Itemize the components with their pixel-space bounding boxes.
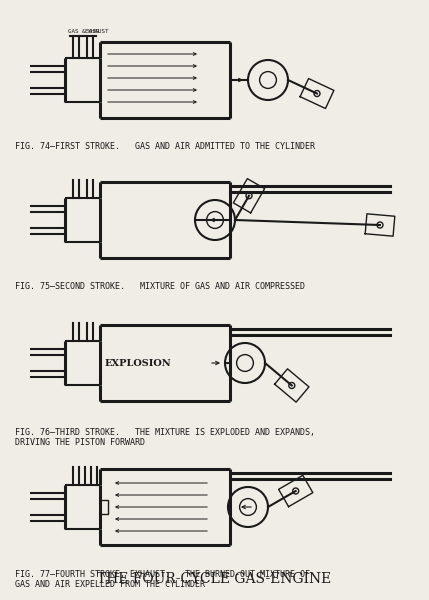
Text: EXPLOSION: EXPLOSION	[105, 358, 171, 367]
Text: EXHAUST: EXHAUST	[84, 29, 109, 34]
Text: GAS AND AIR EXPELLED FROM THE CYLINDER: GAS AND AIR EXPELLED FROM THE CYLINDER	[15, 580, 205, 589]
Text: FIG. 76—THIRD STROKE.   THE MIXTURE IS EXPLODED AND EXPANDS,: FIG. 76—THIRD STROKE. THE MIXTURE IS EXP…	[15, 428, 315, 437]
Text: FIG. 74—FIRST STROKE.   GAS AND AIR ADMITTED TO THE CYLINDER: FIG. 74—FIRST STROKE. GAS AND AIR ADMITT…	[15, 142, 315, 151]
Text: FIG. 77—FOURTH STROKE, EXHAUST.   THE BURNED-OUT MIXTURE OF: FIG. 77—FOURTH STROKE, EXHAUST. THE BURN…	[15, 570, 310, 579]
Text: DRIVING THE PISTON FORWARD: DRIVING THE PISTON FORWARD	[15, 438, 145, 447]
Text: THE FOUR-CYCLE GAS-ENGINE: THE FOUR-CYCLE GAS-ENGINE	[97, 572, 331, 586]
Text: FIG. 75—SECOND STROKE.   MIXTURE OF GAS AND AIR COMPRESSED: FIG. 75—SECOND STROKE. MIXTURE OF GAS AN…	[15, 282, 305, 291]
Text: GAS & AIR: GAS & AIR	[68, 29, 100, 34]
Bar	[100, 500, 108, 514]
